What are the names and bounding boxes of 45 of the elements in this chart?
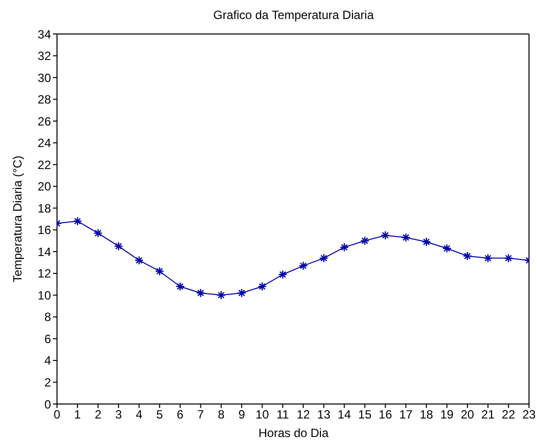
x-tick-label: 15 xyxy=(358,408,372,422)
y-tick-label: 10 xyxy=(38,288,52,302)
x-tick-label: 4 xyxy=(136,408,143,422)
x-tick-label: 19 xyxy=(440,408,454,422)
y-tick-label: 6 xyxy=(44,332,52,346)
x-tick-label: 3 xyxy=(115,408,122,422)
x-tick-label: 18 xyxy=(420,408,434,422)
x-tick-label: 5 xyxy=(156,408,164,422)
y-tick-label: 18 xyxy=(38,201,52,216)
x-tick-label: 7 xyxy=(197,408,204,422)
chart-title: Grafico da Temperatura Diaria xyxy=(212,8,375,22)
y-tick-label: 14 xyxy=(38,244,52,259)
x-tick-label: 13 xyxy=(317,408,331,422)
y-tick-label: 4 xyxy=(44,354,52,368)
y-tick-label: 32 xyxy=(38,49,52,64)
x-tick-label: 10 xyxy=(256,408,270,422)
y-tick-label: 2 xyxy=(44,375,52,390)
y-tick-label: 28 xyxy=(38,92,52,107)
x-tick-label: 12 xyxy=(296,408,310,422)
x-tick-label: 21 xyxy=(481,408,495,422)
y-axis-title: Temperatura Diaria (°C) xyxy=(10,155,24,282)
y-tick-label: 0 xyxy=(44,397,52,412)
y-tick-label: 16 xyxy=(38,223,52,238)
y-tick-label: 22 xyxy=(38,158,52,172)
x-tick-label: 2 xyxy=(94,408,102,422)
y-tick-label: 24 xyxy=(38,136,52,150)
y-tick-label: 8 xyxy=(44,310,52,324)
y-tick-label: 12 xyxy=(38,266,52,281)
x-tick-label: 20 xyxy=(460,408,474,422)
y-tick-label: 30 xyxy=(38,70,52,85)
y-tick-label: 34 xyxy=(38,27,52,42)
x-tick-label: 1 xyxy=(74,408,82,422)
x-tick-label: 14 xyxy=(338,408,352,422)
x-axis-title: Horas do Dia xyxy=(257,426,330,440)
x-tick-label: 16 xyxy=(378,408,392,422)
x-tick-label: 22 xyxy=(502,408,516,422)
x-tick-label: 17 xyxy=(399,408,413,422)
x-tick-label: 11 xyxy=(276,408,290,422)
x-tick-label: 8 xyxy=(218,408,225,422)
y-tick-label: 20 xyxy=(38,180,52,194)
y-tick-label: 26 xyxy=(38,114,52,128)
x-tick-label: 6 xyxy=(176,408,184,422)
x-tick-label: 9 xyxy=(238,408,246,422)
x-tick-label: 0 xyxy=(54,408,61,422)
x-tick-label: 23 xyxy=(522,408,536,422)
